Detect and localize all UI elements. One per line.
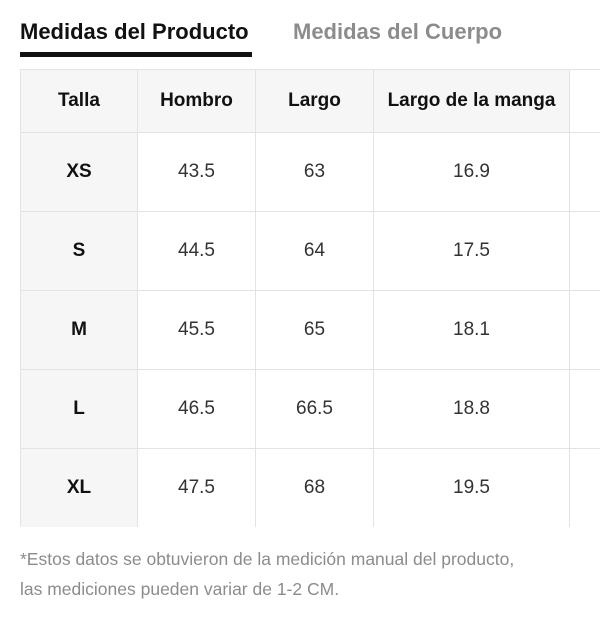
tab-body-measurements[interactable]: Medidas del Cuerpo	[293, 19, 503, 44]
measurement-disclaimer: *Estos datos se obtuvieron de la medició…	[20, 544, 600, 604]
shoulder-cell: 43.5	[137, 132, 256, 212]
header-size: Talla	[20, 69, 138, 133]
length-cell: 65	[255, 290, 374, 370]
shoulder-cell: 45.5	[137, 290, 256, 370]
size-cell: XS	[20, 132, 138, 212]
sleeve-cell: 19.5	[373, 448, 570, 527]
overflow-cell	[569, 211, 600, 291]
size-table-container[interactable]: Talla Hombro Largo Largo de la manga XS …	[20, 69, 600, 527]
sleeve-cell: 17.5	[373, 211, 570, 291]
disclaimer-line-2: las mediciones pueden variar de 1-2 CM.	[20, 579, 340, 599]
shoulder-cell: 44.5	[137, 211, 256, 291]
header-shoulder: Hombro	[137, 69, 256, 133]
length-cell: 64	[255, 211, 374, 291]
size-cell: S	[20, 211, 138, 291]
measurement-tabs: Medidas del Producto Medidas del Cuerpo	[20, 12, 600, 58]
size-table: Talla Hombro Largo Largo de la manga XS …	[20, 69, 600, 527]
shoulder-cell: 47.5	[137, 448, 256, 527]
disclaimer-line-1: *Estos datos se obtuvieron de la medició…	[20, 549, 515, 569]
overflow-cell	[569, 132, 600, 212]
length-cell: 66.5	[255, 369, 374, 449]
table-row: L 46.5 66.5 18.8	[20, 369, 600, 449]
header-overflow-column	[569, 69, 600, 133]
shoulder-cell: 46.5	[137, 369, 256, 449]
size-cell: M	[20, 290, 138, 370]
size-cell: XL	[20, 448, 138, 527]
header-sleeve-length: Largo de la manga	[373, 69, 570, 133]
length-cell: 68	[255, 448, 374, 527]
size-cell: L	[20, 369, 138, 449]
table-header-row: Talla Hombro Largo Largo de la manga	[20, 69, 600, 133]
overflow-cell	[569, 369, 600, 449]
sleeve-cell: 16.9	[373, 132, 570, 212]
overflow-cell	[569, 448, 600, 527]
length-cell: 63	[255, 132, 374, 212]
table-row: XL 47.5 68 19.5	[20, 448, 600, 527]
tab-product-measurements[interactable]: Medidas del Producto	[20, 19, 249, 44]
overflow-cell	[569, 290, 600, 370]
table-row: M 45.5 65 18.1	[20, 290, 600, 370]
table-row: XS 43.5 63 16.9	[20, 132, 600, 212]
header-length: Largo	[255, 69, 374, 133]
table-row: S 44.5 64 17.5	[20, 211, 600, 291]
sleeve-cell: 18.8	[373, 369, 570, 449]
sleeve-cell: 18.1	[373, 290, 570, 370]
active-tab-underline	[20, 52, 252, 57]
